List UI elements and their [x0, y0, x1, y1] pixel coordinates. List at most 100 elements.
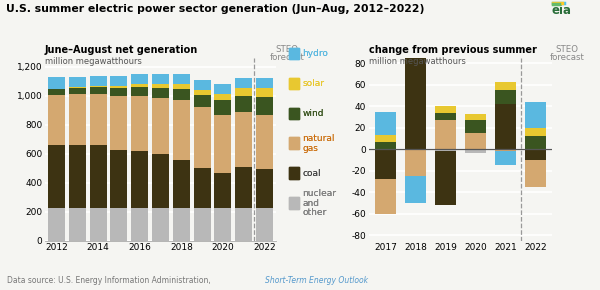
Bar	[525, 149, 547, 160]
Text: nuclear
and
other: nuclear and other	[302, 189, 337, 217]
Bar	[214, 173, 232, 208]
Bar	[69, 77, 86, 88]
Bar	[374, 112, 397, 135]
Text: coal: coal	[302, 168, 321, 178]
Bar	[173, 89, 190, 100]
Bar	[131, 96, 148, 151]
Bar	[235, 88, 252, 96]
Bar	[374, 149, 397, 180]
Bar	[110, 76, 127, 86]
Bar	[256, 115, 273, 169]
Bar	[495, 151, 517, 166]
Bar	[434, 106, 457, 113]
Bar	[235, 167, 252, 208]
Bar	[89, 87, 107, 94]
Bar	[194, 90, 211, 95]
Bar	[495, 104, 517, 149]
Text: coal: coal	[302, 168, 321, 178]
Bar	[110, 86, 127, 88]
Bar	[495, 149, 517, 151]
Bar	[465, 120, 487, 133]
Bar	[194, 168, 211, 208]
Bar	[214, 84, 232, 94]
Bar	[69, 88, 86, 94]
Text: change from previous summer: change from previous summer	[369, 45, 537, 55]
Bar	[256, 97, 273, 115]
Bar	[256, 208, 273, 241]
Bar	[214, 94, 232, 100]
Bar	[69, 145, 86, 208]
Bar	[374, 135, 397, 142]
Bar	[404, 149, 426, 176]
Bar	[89, 76, 107, 86]
Bar	[235, 96, 252, 111]
Bar	[256, 88, 273, 97]
Bar	[131, 74, 148, 84]
Bar	[404, 3, 426, 57]
Text: forecast: forecast	[550, 53, 584, 62]
Text: June–August net generation: June–August net generation	[45, 45, 198, 55]
Bar	[110, 88, 127, 96]
Bar	[404, 176, 426, 203]
Bar	[465, 114, 487, 120]
Bar	[434, 149, 457, 151]
Bar	[256, 169, 273, 208]
Bar	[152, 98, 169, 154]
Text: eia: eia	[551, 4, 571, 17]
Text: wind: wind	[302, 109, 324, 118]
Text: solar: solar	[302, 79, 325, 88]
Text: hydro: hydro	[302, 49, 328, 58]
Bar	[374, 180, 397, 214]
Bar	[374, 142, 397, 149]
Bar	[152, 74, 169, 84]
Bar	[89, 145, 107, 208]
Bar	[235, 112, 252, 167]
Bar	[131, 84, 148, 87]
Bar	[48, 95, 65, 145]
Bar	[48, 89, 65, 95]
Bar	[235, 78, 252, 88]
Bar	[152, 84, 169, 88]
Text: forecast: forecast	[269, 53, 304, 62]
Bar	[131, 151, 148, 208]
Bar	[110, 208, 127, 241]
Bar	[173, 100, 190, 160]
Text: million megawatthours: million megawatthours	[45, 57, 142, 66]
Text: U.S. summer electric power sector generation (Jun–Aug, 2012–2022): U.S. summer electric power sector genera…	[6, 4, 424, 14]
Bar	[404, 0, 426, 3]
Bar	[69, 94, 86, 145]
Text: wind: wind	[302, 109, 324, 118]
Text: Short-Term Energy Outlook: Short-Term Energy Outlook	[265, 276, 368, 285]
Bar	[173, 208, 190, 241]
Text: STEO: STEO	[275, 45, 298, 54]
Bar	[48, 208, 65, 241]
Bar	[235, 208, 252, 241]
Bar	[214, 100, 232, 115]
Bar	[194, 95, 211, 107]
Bar	[525, 102, 547, 128]
Bar	[69, 208, 86, 241]
Bar	[214, 208, 232, 241]
Bar	[152, 208, 169, 241]
Bar	[89, 94, 107, 145]
Bar	[465, 149, 487, 153]
Text: natural
gas: natural gas	[302, 134, 335, 153]
Bar	[152, 88, 169, 98]
Bar	[152, 154, 169, 208]
Bar	[194, 107, 211, 168]
Bar	[173, 74, 190, 84]
Text: solar: solar	[302, 79, 325, 88]
Bar	[131, 87, 148, 96]
Bar	[89, 86, 107, 87]
Bar	[110, 96, 127, 150]
Text: million megawatthours: million megawatthours	[369, 57, 466, 66]
Bar	[256, 78, 273, 88]
Bar	[173, 84, 190, 89]
Bar	[173, 160, 190, 208]
Text: Data source: U.S. Energy Information Administration,: Data source: U.S. Energy Information Adm…	[7, 276, 214, 285]
Bar	[89, 208, 107, 241]
Bar	[434, 151, 457, 205]
Text: natural
gas: natural gas	[302, 134, 335, 153]
Bar	[214, 115, 232, 173]
Bar	[404, 57, 426, 149]
